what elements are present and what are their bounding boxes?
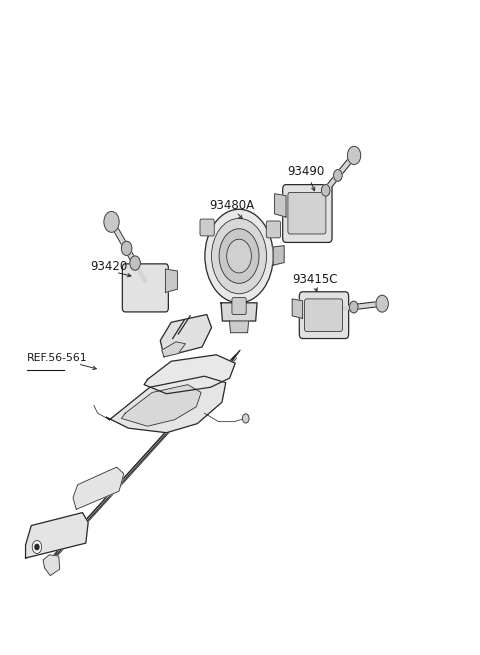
Polygon shape <box>121 384 201 426</box>
Polygon shape <box>106 376 226 433</box>
Polygon shape <box>144 355 235 394</box>
Circle shape <box>349 301 358 313</box>
Polygon shape <box>43 555 60 576</box>
Circle shape <box>322 185 330 196</box>
FancyBboxPatch shape <box>283 185 332 242</box>
Circle shape <box>242 414 249 423</box>
FancyBboxPatch shape <box>300 291 348 339</box>
Text: 93420: 93420 <box>91 260 128 273</box>
Polygon shape <box>25 513 88 558</box>
FancyBboxPatch shape <box>122 264 168 312</box>
Polygon shape <box>48 350 240 565</box>
Text: 93490: 93490 <box>288 165 324 178</box>
Text: 93480A: 93480A <box>209 199 254 212</box>
Circle shape <box>205 210 273 303</box>
Circle shape <box>227 239 252 273</box>
Text: 93415C: 93415C <box>292 273 338 286</box>
FancyBboxPatch shape <box>304 299 342 331</box>
Circle shape <box>348 146 361 164</box>
Polygon shape <box>221 303 257 321</box>
Circle shape <box>35 544 39 550</box>
Polygon shape <box>273 246 284 265</box>
FancyBboxPatch shape <box>288 193 326 234</box>
Circle shape <box>130 256 140 271</box>
FancyBboxPatch shape <box>266 221 280 238</box>
Circle shape <box>32 540 42 553</box>
Circle shape <box>334 170 342 181</box>
Circle shape <box>376 295 388 312</box>
Polygon shape <box>160 314 212 357</box>
Circle shape <box>219 229 259 284</box>
Polygon shape <box>162 342 185 357</box>
Circle shape <box>121 241 132 255</box>
Polygon shape <box>229 321 249 333</box>
Polygon shape <box>73 467 124 510</box>
Polygon shape <box>275 194 286 217</box>
FancyBboxPatch shape <box>200 219 214 236</box>
FancyBboxPatch shape <box>232 297 246 314</box>
Polygon shape <box>166 269 178 292</box>
Circle shape <box>104 212 119 233</box>
Polygon shape <box>292 299 302 318</box>
Text: REF.56-561: REF.56-561 <box>26 353 87 364</box>
Circle shape <box>212 218 266 293</box>
